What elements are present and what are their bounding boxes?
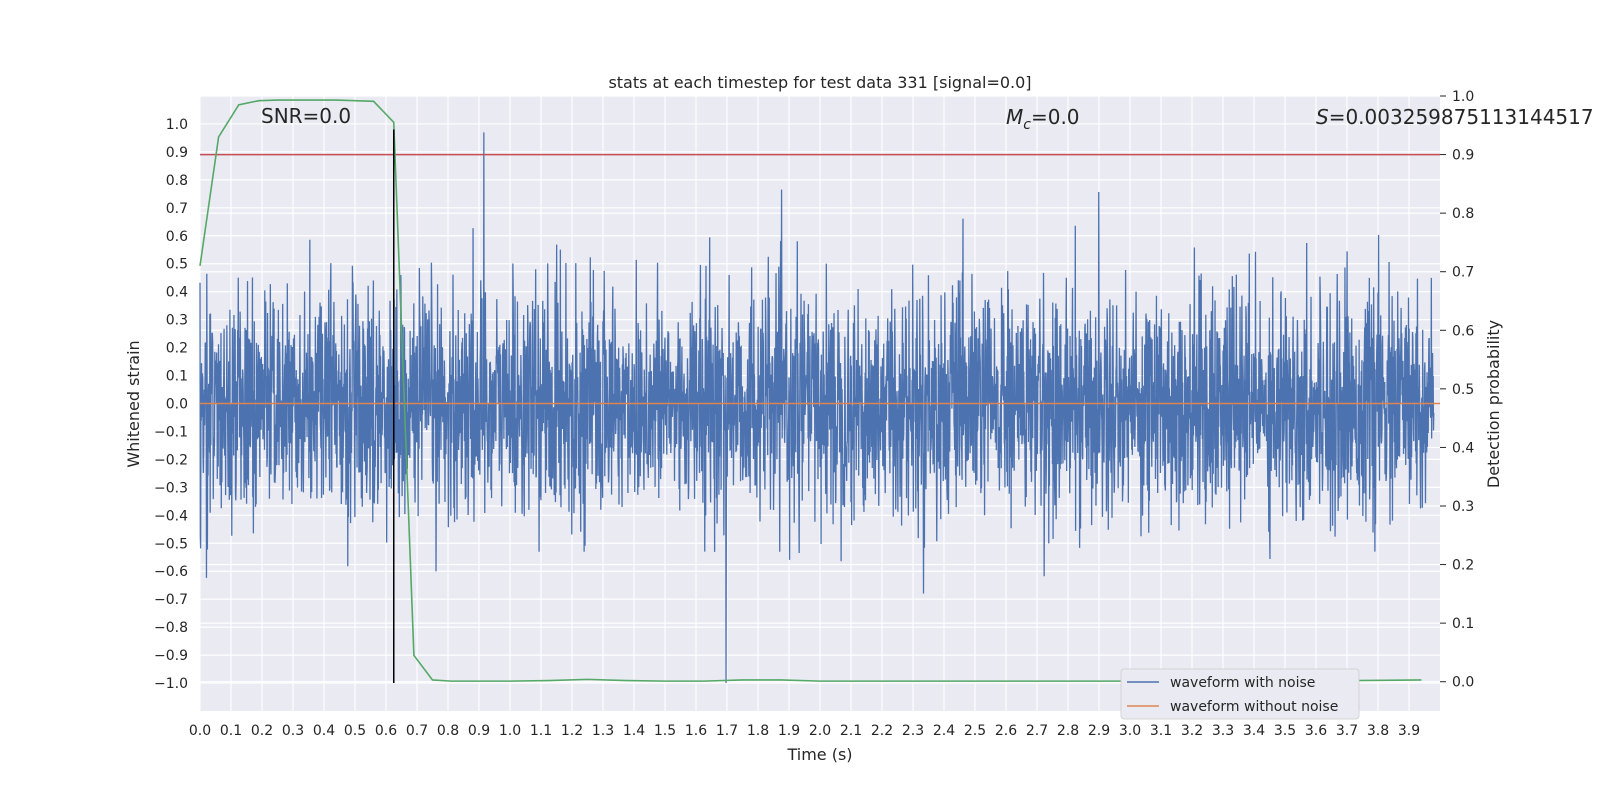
series-layer: [199, 99, 1440, 684]
series-detection-probability: [199, 99, 1422, 682]
x-tick-label: 3.4: [1243, 723, 1265, 739]
x-tick-label: 2.5: [964, 723, 986, 739]
x-tick-label: 3.7: [1336, 723, 1358, 739]
x-tick-label: 0.2: [251, 723, 273, 739]
x-tick-label: 0.8: [437, 723, 459, 739]
y-left-tick-labels: 1.0 0.9 0.8 0.7 0.6 0.5 0.4 0.3 0.2 0.1 0.0 −0.1 −0.…: [154, 117, 188, 692]
y-right-tick-label: 0.2: [1452, 558, 1474, 574]
y-right-tick-label: 1.0: [1452, 89, 1474, 105]
legend-label-clean: waveform without noise: [1170, 699, 1338, 715]
x-tick-label: 0.0: [189, 723, 211, 739]
y-left-tick-label: 0.5: [166, 257, 188, 273]
chirp-mass-subscript: c: [1023, 117, 1031, 133]
legend-label-noise: waveform with noise: [1170, 675, 1315, 691]
y-right-tick-label: 0.6: [1452, 323, 1474, 339]
statistic-annotation: S=0.003259875113144517: [1316, 105, 1594, 129]
x-tick-label: 1.8: [747, 723, 769, 739]
x-tick-label: 2.7: [1026, 723, 1048, 739]
chirp-mass-value: =0.0: [1031, 105, 1080, 129]
y-right-tick-label: 0.3: [1452, 499, 1474, 515]
x-tick-label: 2.2: [871, 723, 893, 739]
y-left-tick-label: 0.2: [166, 341, 188, 357]
x-tick-label: 1.9: [778, 723, 800, 739]
x-tick-label: 2.1: [840, 723, 862, 739]
statistic-symbol: S: [1316, 105, 1329, 129]
snr-annotation: SNR=0.0: [261, 104, 351, 128]
x-tick-label: 1.6: [685, 723, 707, 739]
x-tick-label: 2.8: [1057, 723, 1079, 739]
x-tick-label: 0.1: [220, 723, 242, 739]
series-waveform-with-noise: [199, 132, 1435, 684]
x-tick-label: 0.7: [406, 723, 428, 739]
x-tick-label: 0.6: [375, 723, 397, 739]
statistic-value: =0.003259875113144517: [1329, 105, 1594, 129]
y-right-tick-label: 0.7: [1452, 265, 1474, 281]
y-right-tick-label: 0.5: [1452, 382, 1474, 398]
x-axis-label: Time (s): [786, 745, 852, 764]
chart-title: stats at each timestep for test data 331…: [608, 73, 1031, 92]
x-tick-label: 0.4: [313, 723, 335, 739]
y-left-tick-label: −0.2: [154, 452, 188, 468]
x-tick-label: 2.9: [1088, 723, 1110, 739]
y-right-tick-label: 0.4: [1452, 440, 1474, 456]
y-left-tick-label: −0.8: [154, 620, 188, 636]
x-tick-labels: 0.0 0.1 0.2 0.3 0.4 0.5 0.6 0.7 0.8 0.9 1.0 1.1 1.2 1…: [189, 723, 1420, 739]
y-left-tick-label: −0.1: [154, 424, 188, 440]
y-left-tick-label: 1.0: [166, 117, 188, 133]
y-left-tick-label: 0.6: [166, 229, 188, 245]
legend-box: [1120, 668, 1360, 720]
y-left-tick-label: −0.7: [154, 592, 188, 608]
x-tick-label: 2.4: [933, 723, 955, 739]
x-tick-label: 1.2: [561, 723, 583, 739]
y-right-tick-label: 0.9: [1452, 148, 1474, 164]
x-tick-label: 1.4: [623, 723, 645, 739]
x-tick-label: 3.3: [1212, 723, 1234, 739]
x-tick-label: 3.5: [1274, 723, 1296, 739]
x-tick-label: 3.2: [1181, 723, 1203, 739]
y-right-tick-labels: 1.0 0.9 0.8 0.7 0.6 0.5 0.4 0.3 0.2 0.1 0.0: [1452, 89, 1474, 691]
x-tick-label: 1.3: [592, 723, 614, 739]
chirp-mass-annotation: Mc=0.0: [1006, 105, 1080, 133]
x-tick-label: 1.1: [530, 723, 552, 739]
y-left-tick-label: 0.1: [166, 369, 188, 385]
legend: waveform with noise waveform without noi…: [1120, 668, 1360, 720]
x-tick-label: 1.0: [499, 723, 521, 739]
x-tick-label: 0.5: [344, 723, 366, 739]
y-axis-label-right: Detection probability: [1484, 320, 1503, 488]
x-tick-label: 0.3: [282, 723, 304, 739]
x-tick-label: 3.0: [1119, 723, 1141, 739]
x-tick-label: 3.6: [1305, 723, 1327, 739]
y-right-tick-label: 0.8: [1452, 206, 1474, 222]
x-tick-label: 1.7: [716, 723, 738, 739]
y-left-tick-label: −0.3: [154, 480, 188, 496]
y-left-tick-label: 0.0: [166, 397, 188, 413]
y-left-tick-label: 0.8: [166, 173, 188, 189]
y-left-tick-label: 0.7: [166, 201, 188, 217]
y-left-tick-label: 0.9: [166, 145, 188, 161]
x-tick-label: 3.8: [1367, 723, 1389, 739]
x-tick-label: 2.3: [902, 723, 924, 739]
y-right-tick-label: 0.1: [1452, 616, 1474, 632]
x-tick-label: 2.6: [995, 723, 1017, 739]
chirp-mass-symbol: M: [1006, 105, 1023, 129]
y-left-tick-label: −0.9: [154, 648, 188, 664]
y-left-tick-label: 0.4: [166, 285, 188, 301]
y-right-tick-label: 0.0: [1452, 675, 1474, 691]
y-left-tick-label: −0.4: [154, 508, 188, 524]
x-tick-label: 3.9: [1398, 723, 1420, 739]
y-left-tick-label: −1.0: [154, 676, 188, 692]
x-tick-label: 1.5: [654, 723, 676, 739]
y-left-tick-label: −0.5: [154, 536, 188, 552]
x-tick-label: 0.9: [468, 723, 490, 739]
y-left-tick-label: −0.6: [154, 564, 188, 580]
y-left-tick-label: 0.3: [166, 313, 188, 329]
x-tick-label: 2.0: [809, 723, 831, 739]
x-tick-label: 3.1: [1150, 723, 1172, 739]
y-axis-label-left: Whitened strain: [124, 340, 143, 467]
